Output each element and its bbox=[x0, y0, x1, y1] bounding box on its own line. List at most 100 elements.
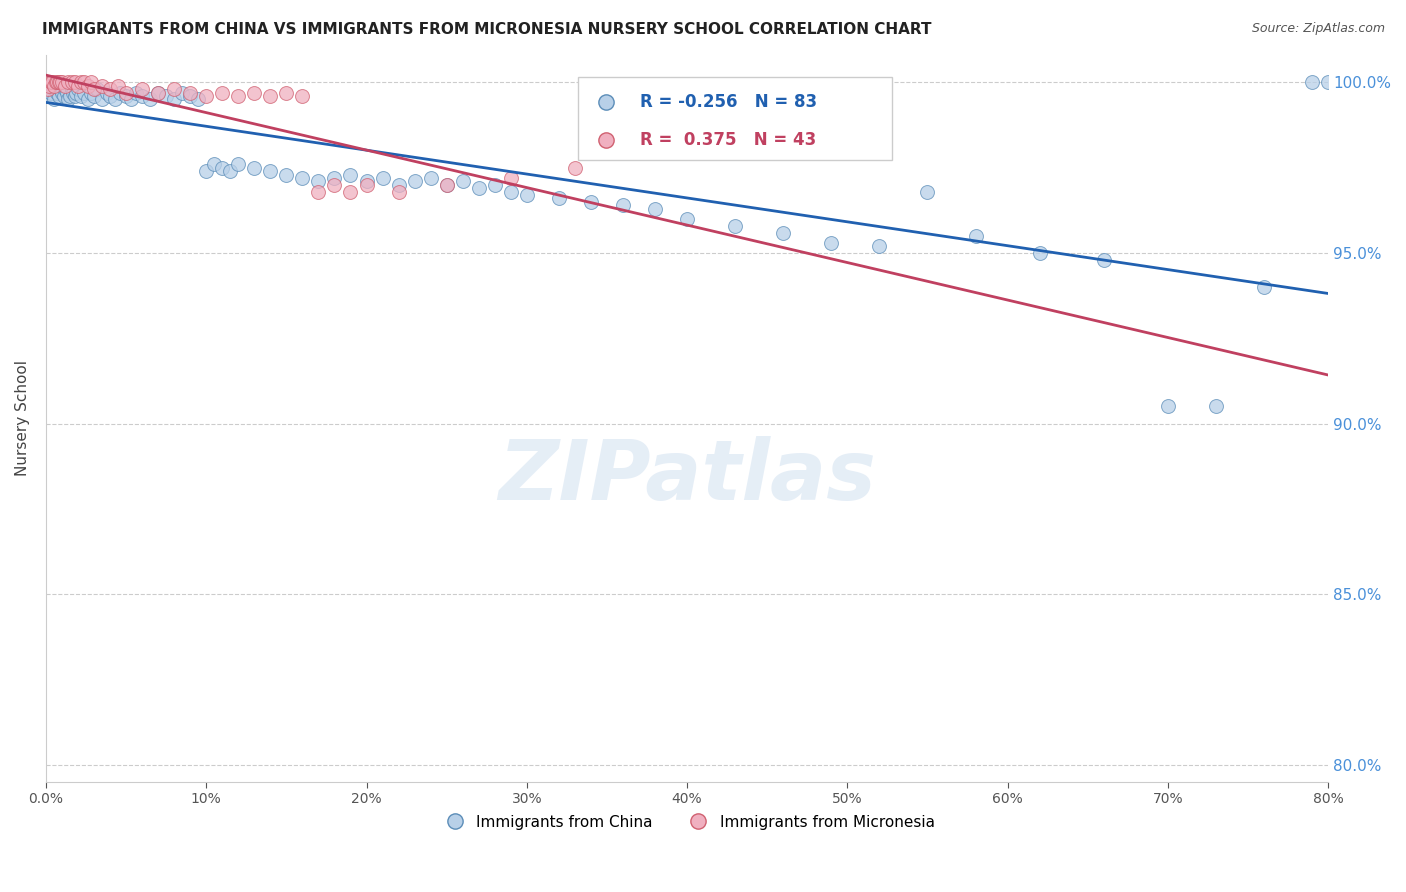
Point bbox=[484, 178, 506, 192]
Point bbox=[131, 82, 153, 96]
Point bbox=[1028, 246, 1050, 260]
Point bbox=[53, 78, 76, 93]
Point bbox=[146, 86, 169, 100]
Text: IMMIGRANTS FROM CHINA VS IMMIGRANTS FROM MICRONESIA NURSERY SCHOOL CORRELATION C: IMMIGRANTS FROM CHINA VS IMMIGRANTS FROM… bbox=[42, 22, 932, 37]
Point bbox=[37, 82, 59, 96]
Point bbox=[307, 174, 329, 188]
Point bbox=[179, 89, 201, 103]
Point bbox=[404, 174, 426, 188]
Point bbox=[58, 93, 80, 107]
Point bbox=[436, 178, 458, 192]
Point bbox=[499, 170, 522, 185]
Legend: Immigrants from China, Immigrants from Micronesia: Immigrants from China, Immigrants from M… bbox=[433, 808, 941, 836]
Point bbox=[187, 93, 209, 107]
Point bbox=[467, 181, 489, 195]
Point bbox=[48, 75, 70, 89]
Point bbox=[38, 78, 60, 93]
Point bbox=[163, 93, 186, 107]
Point bbox=[39, 86, 62, 100]
Point bbox=[98, 89, 121, 103]
Point bbox=[51, 75, 73, 89]
Point bbox=[387, 178, 409, 192]
Point bbox=[291, 170, 314, 185]
Point bbox=[73, 75, 96, 89]
Point bbox=[39, 75, 62, 89]
Point bbox=[83, 89, 105, 103]
Point bbox=[125, 86, 148, 100]
Point bbox=[243, 86, 266, 100]
Text: Source: ZipAtlas.com: Source: ZipAtlas.com bbox=[1251, 22, 1385, 36]
Text: R =  0.375   N = 43: R = 0.375 N = 43 bbox=[640, 130, 815, 149]
Text: ZIPatlas: ZIPatlas bbox=[498, 436, 876, 517]
Point bbox=[52, 89, 75, 103]
Point bbox=[49, 82, 72, 96]
Point bbox=[45, 82, 67, 96]
Point bbox=[131, 89, 153, 103]
Point bbox=[195, 164, 218, 178]
Point bbox=[612, 198, 634, 212]
Point bbox=[676, 211, 699, 226]
Point bbox=[387, 185, 409, 199]
Point bbox=[115, 86, 138, 100]
Point bbox=[41, 78, 63, 93]
Point bbox=[1301, 75, 1323, 89]
Point bbox=[65, 86, 87, 100]
Point bbox=[104, 93, 127, 107]
Point bbox=[339, 168, 361, 182]
Point bbox=[42, 93, 65, 107]
Point bbox=[146, 86, 169, 100]
Point bbox=[108, 86, 131, 100]
Point bbox=[371, 170, 394, 185]
Point bbox=[516, 188, 538, 202]
Point bbox=[155, 89, 177, 103]
Point bbox=[772, 226, 794, 240]
Point bbox=[1253, 280, 1275, 294]
Point bbox=[965, 228, 987, 243]
Point bbox=[80, 86, 103, 100]
Point bbox=[96, 86, 118, 100]
Point bbox=[219, 164, 242, 178]
Point bbox=[48, 89, 70, 103]
Point bbox=[1205, 400, 1227, 414]
Point bbox=[115, 89, 138, 103]
Point bbox=[339, 185, 361, 199]
Point bbox=[419, 170, 441, 185]
Point bbox=[579, 194, 602, 209]
Point bbox=[226, 89, 249, 103]
Point bbox=[56, 86, 79, 100]
Point bbox=[76, 78, 98, 93]
Point bbox=[70, 89, 93, 103]
Point bbox=[724, 219, 747, 233]
Point bbox=[323, 170, 346, 185]
Point bbox=[436, 178, 458, 192]
Point bbox=[243, 161, 266, 175]
Point bbox=[63, 89, 86, 103]
Point bbox=[139, 93, 162, 107]
Point bbox=[307, 185, 329, 199]
Point bbox=[120, 93, 142, 107]
Point bbox=[91, 78, 114, 93]
Point bbox=[1092, 252, 1115, 267]
Point bbox=[98, 82, 121, 96]
Point bbox=[820, 235, 842, 250]
Point bbox=[86, 82, 108, 96]
Point bbox=[195, 89, 218, 103]
Point bbox=[259, 89, 281, 103]
Point bbox=[211, 161, 233, 175]
Point bbox=[917, 185, 939, 199]
Bar bbox=[578, 77, 893, 161]
Point bbox=[356, 174, 378, 188]
Point bbox=[53, 82, 76, 96]
Point bbox=[58, 75, 80, 89]
Point bbox=[42, 78, 65, 93]
Point bbox=[172, 86, 194, 100]
Point bbox=[45, 75, 67, 89]
Point bbox=[211, 86, 233, 100]
Point bbox=[62, 86, 84, 100]
Point bbox=[564, 161, 586, 175]
Point bbox=[323, 178, 346, 192]
Point bbox=[1157, 400, 1180, 414]
Point bbox=[276, 86, 298, 100]
Point bbox=[868, 239, 890, 253]
Point bbox=[291, 89, 314, 103]
